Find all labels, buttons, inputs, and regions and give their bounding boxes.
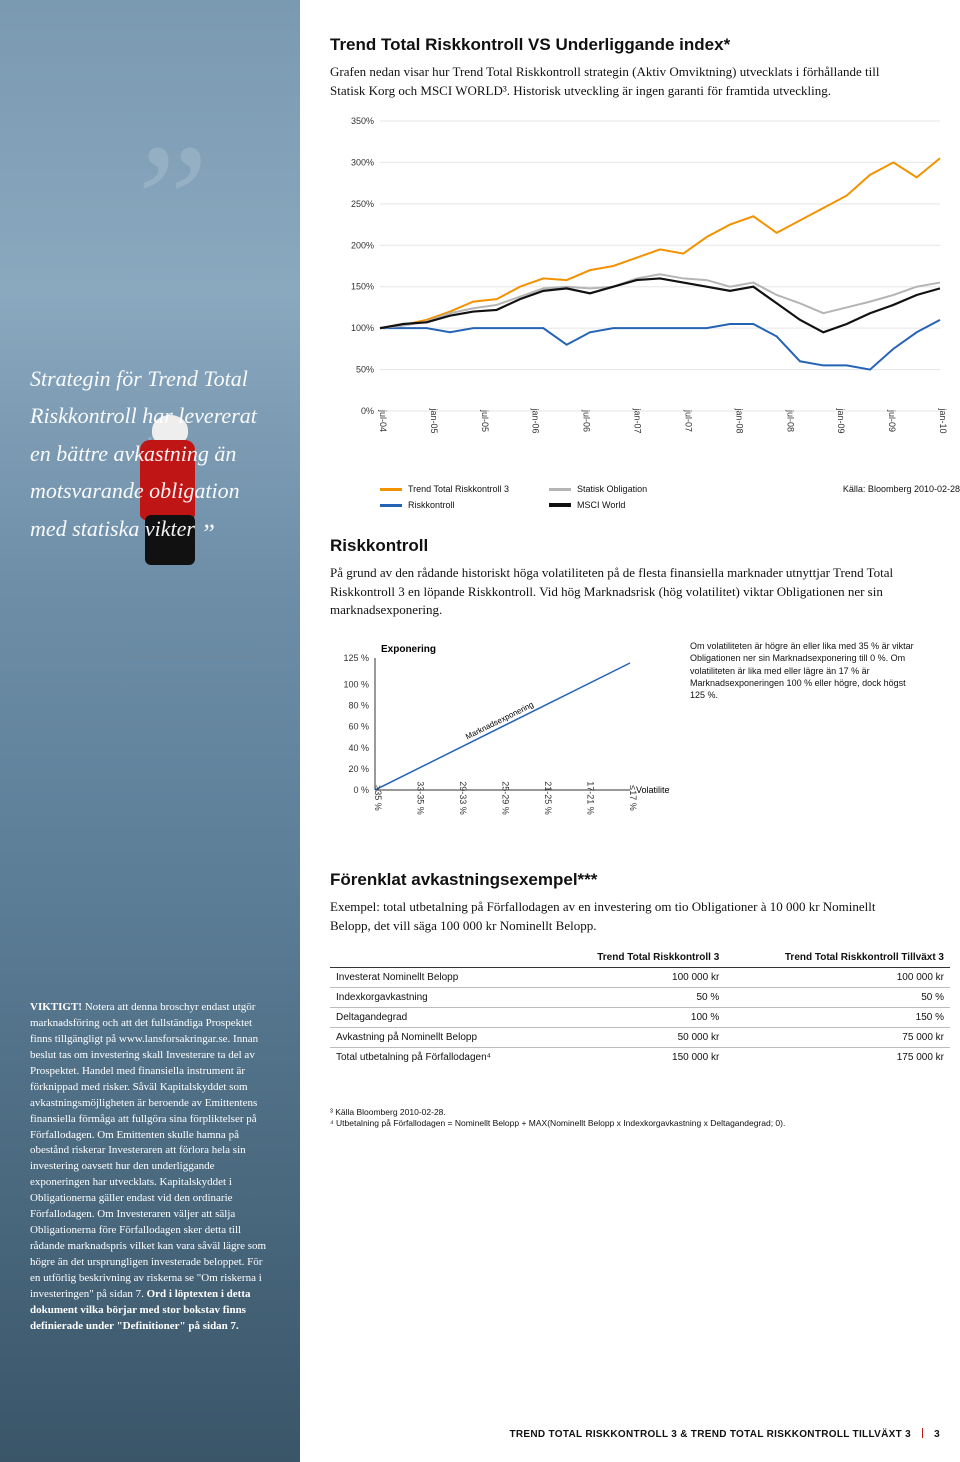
svg-text:jan-05: jan-05 — [429, 407, 439, 433]
svg-text:jan-07: jan-07 — [633, 407, 643, 433]
table-row: Investerat Nominellt Belopp100 000 kr100… — [330, 967, 950, 987]
exposure-block: Exponering 125 % 100 % 80 % 60 % 40 % 20 % 0 % M… — [330, 640, 960, 840]
performance-chart: 0% 50% 100% 150% 200% 250% 300% 350% jul-04 jan-0… — [330, 111, 950, 471]
footnotes: ³ Källa Bloomberg 2010-02-28. ⁴ Utbetaln… — [330, 1107, 930, 1129]
table-row: Deltagandegrad100 %150 % — [330, 1007, 950, 1027]
svg-text:100%: 100% — [351, 323, 374, 333]
exposure-note: Om volatiliteten är högre än eller lika … — [690, 640, 920, 840]
svg-text:25-29 %: 25-29 % — [501, 781, 511, 815]
svg-text:≥35 %: ≥35 % — [373, 785, 383, 810]
svg-text:80 %: 80 % — [348, 701, 369, 711]
svg-text:Exponering: Exponering — [381, 644, 436, 655]
section3-body: Exempel: total utbetalning på Förfalloda… — [330, 898, 910, 936]
table-header: Trend Total Riskkontroll Tillväxt 3 — [725, 948, 950, 968]
svg-text:200%: 200% — [351, 240, 374, 250]
table-cell: 100 % — [549, 1007, 725, 1027]
svg-text:17-21 %: 17-21 % — [586, 781, 596, 815]
svg-text:jan-08: jan-08 — [734, 407, 744, 433]
svg-text:33-35 %: 33-35 % — [416, 781, 426, 815]
table-cell: Investerat Nominellt Belopp — [330, 967, 549, 987]
svg-text:50%: 50% — [356, 364, 374, 374]
pagefoot-title: TREND TOTAL RISKKONTROLL 3 & TREND TOTAL… — [510, 1429, 911, 1440]
legend-item: Statisk Obligation — [549, 484, 647, 494]
legend-item: MSCI World — [549, 500, 647, 510]
pull-quote-text: Strategin för Trend Total Risk­kontroll … — [30, 366, 257, 541]
sidebar-photo: ” Strategin för Trend Total Risk­kontrol… — [0, 0, 300, 1462]
viktigt-body: Notera att denna broschyr endast utgör m… — [30, 1001, 266, 1300]
svg-text:jul-08: jul-08 — [785, 409, 795, 432]
pull-quote: Strategin för Trend Total Risk­kontroll … — [30, 360, 270, 556]
svg-text:0%: 0% — [361, 406, 374, 416]
table-cell: Deltagandegrad — [330, 1007, 549, 1027]
table-cell: Indexkorgavkastning — [330, 987, 549, 1007]
svg-text:125 %: 125 % — [343, 653, 369, 663]
viktigt-label: VIKTIGT! — [30, 1001, 82, 1013]
svg-text:350%: 350% — [351, 116, 374, 126]
svg-text:Volatilitet: Volatilitet — [636, 785, 670, 795]
table-header — [330, 948, 549, 968]
svg-text:jan-06: jan-06 — [531, 407, 541, 433]
svg-text:jul-09: jul-09 — [887, 409, 897, 432]
svg-text:Marknadsexponering: Marknadsexponering — [464, 700, 535, 741]
exposure-chart: Exponering 125 % 100 % 80 % 60 % 40 % 20 % 0 % M… — [330, 640, 670, 840]
svg-text:29-33 %: 29-33 % — [458, 781, 468, 815]
table-cell: 50 % — [549, 987, 725, 1007]
table-cell: 100 000 kr — [725, 967, 950, 987]
legend-item: Riskkontroll — [380, 500, 509, 510]
section3-title: Förenklat avkastningsexempel*** — [330, 870, 960, 890]
table-cell: Total utbetalning på Förfallodagen⁴ — [330, 1047, 549, 1067]
table-cell: 75 000 kr — [725, 1027, 950, 1047]
svg-text:20 %: 20 % — [348, 764, 369, 774]
section2-body: På grund av den rådande historiskt höga … — [330, 564, 910, 621]
page-number: 3 — [934, 1429, 940, 1440]
table-row: Avkastning på Nominellt Belopp50 000 kr7… — [330, 1027, 950, 1047]
pullquote-open-mark: ” — [120, 160, 209, 240]
section2-title: Riskkontroll — [330, 536, 960, 556]
svg-text:jan-09: jan-09 — [836, 407, 846, 433]
legend-item: Trend Total Riskkontroll 3 — [380, 484, 509, 494]
svg-text:250%: 250% — [351, 199, 374, 209]
page-footer: TREND TOTAL RISKKONTROLL 3 & TREND TOTAL… — [510, 1428, 941, 1440]
table-row: Indexkorgavkastning50 %50 % — [330, 987, 950, 1007]
table-cell: 50 000 kr — [549, 1027, 725, 1047]
section1-body: Grafen nedan visar hur Trend Total Riskk… — [330, 63, 910, 101]
main-content: Trend Total Riskkontroll VS Underliggand… — [300, 0, 960, 1462]
chart1-legend: Trend Total Riskkontroll 3 Riskkontroll … — [380, 484, 960, 510]
svg-text:jul-06: jul-06 — [582, 409, 592, 432]
pullquote-close-mark: ” — [200, 519, 214, 548]
svg-text:jan-10: jan-10 — [938, 407, 948, 433]
table-cell: 150 % — [725, 1007, 950, 1027]
svg-text:jul-07: jul-07 — [683, 409, 693, 432]
table-cell: Avkastning på Nominellt Belopp — [330, 1027, 549, 1047]
table-header: Trend Total Riskkontroll 3 — [549, 948, 725, 968]
svg-text:300%: 300% — [351, 157, 374, 167]
svg-text:40 %: 40 % — [348, 743, 369, 753]
svg-text:21-25 %: 21-25 % — [543, 781, 553, 815]
footnote-line: ³ Källa Bloomberg 2010-02-28. — [330, 1107, 930, 1118]
svg-text:60 %: 60 % — [348, 722, 369, 732]
svg-text:jul-04: jul-04 — [378, 409, 388, 432]
svg-text:100 %: 100 % — [343, 680, 369, 690]
section1-title: Trend Total Riskkontroll VS Underliggand… — [330, 35, 960, 55]
table-cell: 175 000 kr — [725, 1047, 950, 1067]
svg-text:0 %: 0 % — [353, 785, 369, 795]
chart1-source: Källa: Bloomberg 2010-02-28 — [843, 484, 960, 510]
viktigt-box: VIKTIGT! Notera att denna broschyr endas… — [30, 1000, 270, 1335]
footnote-line: ⁴ Utbetalning på Förfallodagen = Nominel… — [330, 1118, 930, 1129]
returns-table: Trend Total Riskkontroll 3Trend Total Ri… — [330, 948, 950, 1067]
table-row: Total utbetalning på Förfallodagen⁴150 0… — [330, 1047, 950, 1067]
table-cell: 50 % — [725, 987, 950, 1007]
svg-text:150%: 150% — [351, 281, 374, 291]
svg-text:jul-05: jul-05 — [480, 409, 490, 432]
table-cell: 150 000 kr — [549, 1047, 725, 1067]
table-cell: 100 000 kr — [549, 967, 725, 987]
